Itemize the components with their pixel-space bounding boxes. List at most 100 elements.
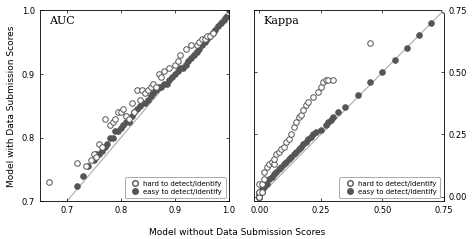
hard to detect/identify bbox=[322, 78, 329, 82]
easy to detect/identify bbox=[147, 94, 155, 98]
hard to detect/identify bbox=[275, 150, 283, 154]
easy to detect/identify bbox=[125, 120, 133, 124]
hard to detect/identify bbox=[171, 63, 179, 66]
hard to detect/identify bbox=[268, 160, 275, 164]
hard to detect/identify bbox=[280, 145, 288, 149]
easy to detect/identify bbox=[155, 85, 163, 89]
easy to detect/identify bbox=[327, 118, 334, 121]
easy to detect/identify bbox=[258, 187, 265, 191]
Text: AUC: AUC bbox=[49, 16, 75, 26]
hard to detect/identify bbox=[260, 170, 268, 174]
easy to detect/identify bbox=[295, 147, 302, 151]
hard to detect/identify bbox=[193, 43, 201, 47]
hard to detect/identify bbox=[201, 37, 209, 41]
easy to detect/identify bbox=[187, 56, 195, 60]
hard to detect/identify bbox=[255, 195, 263, 198]
hard to detect/identify bbox=[82, 164, 90, 168]
easy to detect/identify bbox=[278, 165, 285, 169]
hard to detect/identify bbox=[295, 115, 302, 119]
easy to detect/identify bbox=[255, 195, 263, 198]
hard to detect/identify bbox=[297, 113, 305, 117]
hard to detect/identify bbox=[255, 182, 263, 186]
hard to detect/identify bbox=[141, 91, 149, 95]
hard to detect/identify bbox=[187, 43, 195, 47]
hard to detect/identify bbox=[176, 53, 184, 57]
easy to detect/identify bbox=[206, 34, 214, 38]
easy to detect/identify bbox=[114, 130, 122, 133]
easy to detect/identify bbox=[263, 182, 270, 186]
hard to detect/identify bbox=[255, 195, 263, 198]
hard to detect/identify bbox=[117, 110, 125, 114]
hard to detect/identify bbox=[310, 95, 317, 99]
easy to detect/identify bbox=[255, 192, 263, 196]
hard to detect/identify bbox=[258, 182, 265, 186]
easy to detect/identify bbox=[428, 21, 435, 25]
easy to detect/identify bbox=[322, 123, 329, 126]
easy to detect/identify bbox=[225, 9, 233, 12]
easy to detect/identify bbox=[220, 18, 228, 22]
hard to detect/identify bbox=[73, 161, 81, 165]
easy to detect/identify bbox=[307, 135, 315, 139]
easy to detect/identify bbox=[103, 142, 111, 146]
easy to detect/identify bbox=[217, 21, 225, 25]
hard to detect/identify bbox=[87, 158, 95, 162]
hard to detect/identify bbox=[329, 78, 337, 82]
easy to detect/identify bbox=[193, 50, 201, 54]
hard to detect/identify bbox=[122, 114, 130, 117]
easy to detect/identify bbox=[203, 37, 211, 41]
easy to detect/identify bbox=[292, 150, 300, 154]
hard to detect/identify bbox=[111, 117, 119, 121]
easy to detect/identify bbox=[133, 107, 141, 111]
hard to detect/identify bbox=[98, 145, 106, 149]
easy to detect/identify bbox=[128, 114, 136, 117]
easy to detect/identify bbox=[285, 157, 292, 161]
easy to detect/identify bbox=[275, 167, 283, 171]
easy to detect/identify bbox=[90, 158, 98, 162]
easy to detect/identify bbox=[152, 88, 160, 92]
hard to detect/identify bbox=[319, 81, 327, 84]
hard to detect/identify bbox=[255, 195, 263, 198]
easy to detect/identify bbox=[92, 152, 100, 156]
hard to detect/identify bbox=[273, 152, 280, 156]
easy to detect/identify bbox=[201, 40, 209, 44]
hard to detect/identify bbox=[258, 190, 265, 193]
hard to detect/identify bbox=[136, 98, 144, 102]
easy to detect/identify bbox=[160, 82, 168, 86]
hard to detect/identify bbox=[160, 69, 168, 73]
easy to detect/identify bbox=[260, 185, 268, 189]
hard to detect/identify bbox=[195, 40, 203, 44]
easy to detect/identify bbox=[265, 177, 273, 181]
easy to detect/identify bbox=[122, 120, 130, 124]
hard to detect/identify bbox=[283, 140, 290, 144]
easy to detect/identify bbox=[342, 105, 349, 109]
hard to detect/identify bbox=[90, 152, 98, 156]
hard to detect/identify bbox=[209, 31, 217, 35]
hard to detect/identify bbox=[144, 88, 152, 92]
easy to detect/identify bbox=[141, 101, 149, 105]
hard to detect/identify bbox=[440, 9, 447, 12]
hard to detect/identify bbox=[114, 110, 122, 114]
easy to detect/identify bbox=[255, 195, 263, 198]
easy to detect/identify bbox=[138, 101, 146, 105]
hard to detect/identify bbox=[265, 162, 273, 166]
easy to detect/identify bbox=[101, 145, 109, 149]
hard to detect/identify bbox=[182, 47, 190, 51]
hard to detect/identify bbox=[198, 37, 206, 41]
easy to detect/identify bbox=[255, 190, 263, 193]
easy to detect/identify bbox=[324, 120, 332, 124]
easy to detect/identify bbox=[117, 126, 125, 130]
easy to detect/identify bbox=[268, 175, 275, 179]
easy to detect/identify bbox=[317, 128, 325, 131]
easy to detect/identify bbox=[297, 145, 305, 149]
hard to detect/identify bbox=[138, 88, 146, 92]
hard to detect/identify bbox=[324, 78, 332, 82]
easy to detect/identify bbox=[176, 66, 184, 70]
hard to detect/identify bbox=[106, 123, 114, 127]
hard to detect/identify bbox=[157, 75, 165, 79]
easy to detect/identify bbox=[182, 63, 190, 66]
easy to detect/identify bbox=[440, 9, 447, 12]
easy to detect/identify bbox=[222, 15, 230, 19]
easy to detect/identify bbox=[136, 104, 144, 108]
hard to detect/identify bbox=[174, 60, 182, 63]
hard to detect/identify bbox=[305, 100, 312, 104]
